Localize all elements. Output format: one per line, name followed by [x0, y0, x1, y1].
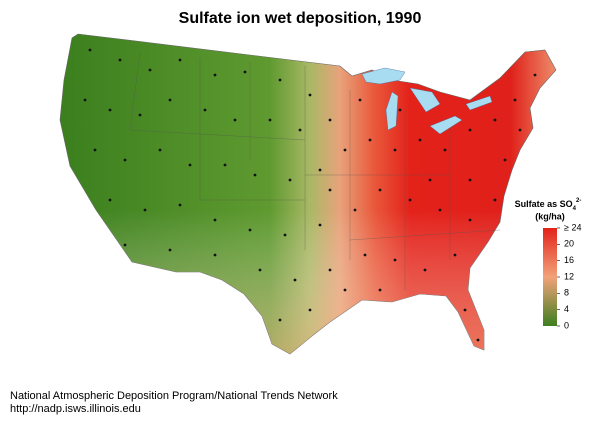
station-dot	[463, 308, 467, 312]
station-dot	[118, 58, 122, 62]
station-dot	[513, 98, 517, 102]
station-dot	[88, 48, 92, 52]
station-dot	[353, 208, 357, 212]
station-dot	[278, 318, 282, 322]
station-dot	[428, 178, 432, 182]
station-dot	[393, 258, 397, 262]
station-dot	[203, 108, 207, 112]
station-dot	[493, 118, 497, 122]
station-dot	[438, 208, 442, 212]
station-dot	[533, 73, 537, 77]
station-dot	[243, 70, 247, 74]
station-dot	[278, 78, 282, 82]
station-dot	[503, 158, 507, 162]
station-dot	[518, 128, 522, 132]
map-title: Sulfate ion wet deposition, 1990	[179, 10, 422, 27]
legend-tick-label: ≥ 24	[564, 222, 581, 232]
station-dot	[293, 278, 297, 282]
station-dot	[298, 128, 302, 132]
station-dot	[143, 208, 147, 212]
station-dot	[283, 233, 287, 237]
station-dot	[468, 218, 472, 222]
legend-tick-label: 16	[564, 255, 574, 265]
station-dot	[108, 198, 112, 202]
station-dot	[288, 178, 292, 182]
station-dot	[83, 98, 87, 102]
station-dot	[253, 173, 257, 177]
station-dot	[423, 268, 427, 272]
station-dot	[443, 148, 447, 152]
station-dot	[363, 253, 367, 257]
footer-line: National Atmospheric Deposition Program/…	[10, 390, 338, 402]
station-dot	[168, 248, 172, 252]
station-dot	[168, 98, 172, 102]
station-dot	[343, 288, 347, 292]
station-dot	[328, 268, 332, 272]
legend-unit: (kg/ha)	[535, 211, 565, 221]
station-dot	[188, 163, 192, 167]
station-dot	[223, 163, 227, 167]
station-dot	[123, 243, 127, 247]
station-dot	[138, 113, 142, 117]
legend-tick-label: 20	[564, 239, 574, 249]
station-dot	[393, 148, 397, 152]
station-dot	[213, 253, 217, 257]
station-dot	[213, 218, 217, 222]
station-dot	[308, 308, 312, 312]
footer-line: http://nadp.isws.illinois.edu	[10, 403, 141, 415]
station-dot	[178, 58, 182, 62]
station-dot	[328, 188, 332, 192]
station-dot	[233, 118, 237, 122]
station-dot	[468, 178, 472, 182]
station-dot	[158, 148, 162, 152]
station-dot	[93, 148, 97, 152]
station-dot	[123, 158, 127, 162]
station-dot	[468, 128, 472, 132]
color-bar	[543, 228, 557, 326]
station-dot	[343, 148, 347, 152]
legend-tick-label: 0	[564, 320, 569, 330]
station-dot	[148, 68, 152, 72]
station-dot	[258, 268, 262, 272]
station-dot	[378, 288, 382, 292]
legend-tick-label: 12	[564, 271, 574, 281]
station-dot	[493, 198, 497, 202]
legend-tick-label: 8	[564, 288, 569, 298]
station-dot	[476, 338, 480, 342]
station-dot	[318, 223, 322, 227]
station-dot	[318, 168, 322, 172]
station-dot	[368, 138, 372, 142]
station-dot	[378, 188, 382, 192]
station-dot	[328, 118, 332, 122]
legend: Sulfate as SO42- (kg/ha) 0 4 8 12 16 20 ≥ 24	[515, 198, 582, 331]
legend-title: Sulfate as SO42-	[515, 198, 582, 212]
station-dot	[398, 108, 402, 112]
great-lakes	[361, 67, 493, 135]
legend-tick-label: 4	[564, 304, 569, 314]
station-dot	[453, 253, 457, 257]
station-dot	[408, 198, 412, 202]
us-map	[59, 33, 557, 355]
station-dot	[248, 228, 252, 232]
station-dot	[418, 138, 422, 142]
station-dot	[268, 118, 272, 122]
station-dot	[108, 108, 112, 112]
station-dot	[213, 73, 217, 77]
station-dot	[178, 203, 182, 207]
station-dot	[308, 93, 312, 97]
station-dot	[358, 98, 362, 102]
